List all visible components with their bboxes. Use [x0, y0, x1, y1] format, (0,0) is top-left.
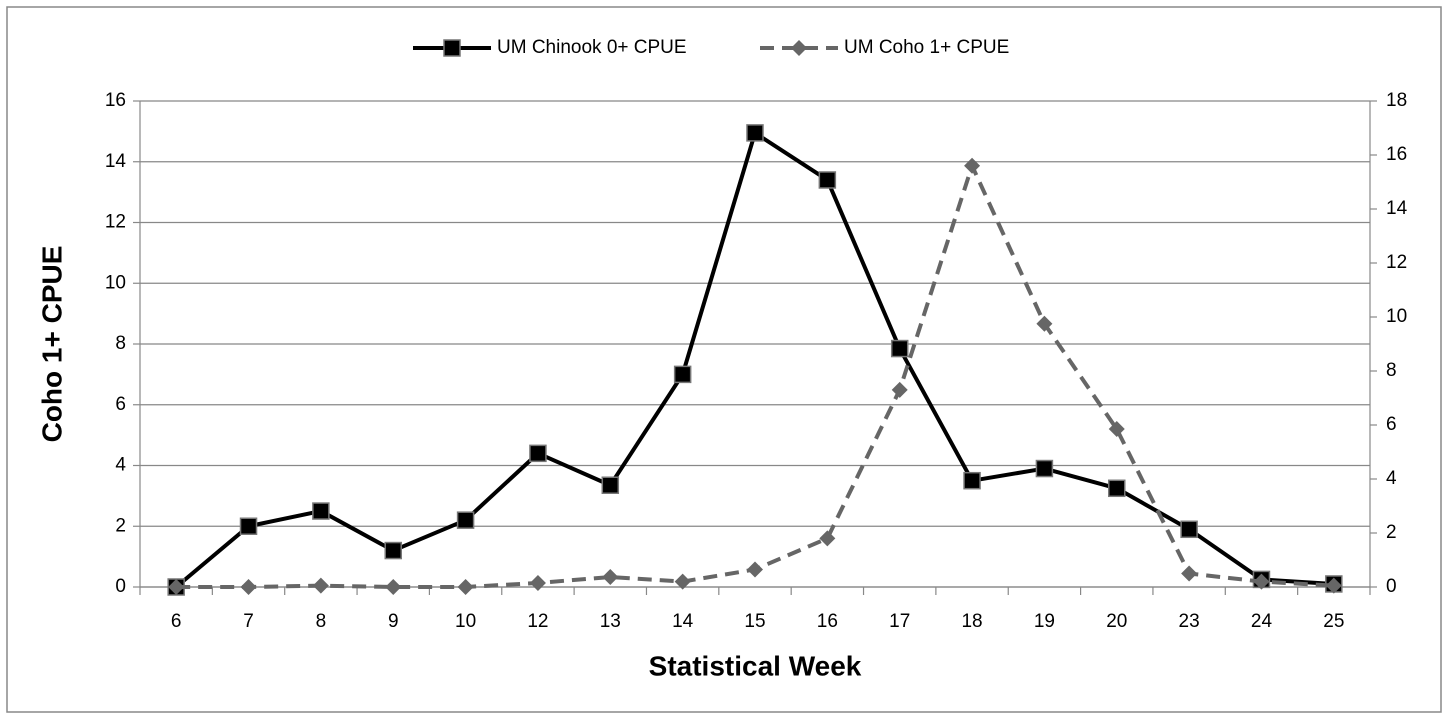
marker [819, 530, 836, 547]
marker [964, 157, 981, 174]
x-tick-label: 15 [744, 611, 765, 632]
x-tick-label: 8 [316, 611, 327, 632]
x-axis-title: Statistical Week [649, 650, 862, 681]
marker [168, 579, 185, 595]
marker [312, 502, 330, 520]
marker [818, 171, 837, 189]
marker [240, 579, 257, 595]
marker [890, 339, 909, 358]
y2-tick-label: 4 [1386, 468, 1397, 489]
marker [312, 577, 329, 594]
marker [1108, 479, 1126, 498]
marker [1325, 577, 1342, 594]
marker [747, 561, 763, 578]
x-tick-label: 14 [672, 611, 694, 632]
marker [1181, 565, 1198, 582]
y2-tick-label: 0 [1386, 576, 1397, 597]
marker [529, 574, 546, 591]
x-tick-label: 20 [1106, 611, 1127, 632]
x-tick-label: 18 [961, 611, 982, 632]
chart-frame [6, 6, 1442, 713]
marker [674, 573, 691, 590]
x-tick-label: 24 [1251, 611, 1273, 632]
marker [963, 471, 981, 490]
y-tick-label: 6 [115, 394, 126, 415]
marker [456, 511, 475, 529]
legend-marker [791, 40, 807, 56]
legend-marker [443, 39, 461, 57]
marker [601, 476, 620, 494]
y-tick-label: 8 [115, 333, 126, 354]
marker [673, 365, 692, 384]
marker [385, 579, 402, 595]
y2-tick-label: 12 [1386, 252, 1407, 273]
x-tick-label: 23 [1179, 611, 1200, 632]
marker [1253, 573, 1270, 590]
y-tick-label: 4 [115, 455, 126, 476]
x-tick-label: 13 [600, 611, 621, 632]
y-tick-label: 10 [105, 272, 126, 293]
y2-tick-label: 16 [1386, 144, 1407, 165]
marker [1180, 520, 1198, 539]
x-tick-label: 6 [171, 611, 182, 632]
y2-tick-label: 10 [1386, 306, 1407, 327]
marker [746, 124, 764, 142]
y-tick-label: 0 [115, 576, 126, 597]
marker [1036, 315, 1053, 332]
y-tick-label: 12 [105, 212, 126, 233]
legend-text: UM Chinook 0+ CPUE [497, 37, 687, 58]
x-tick-label: 25 [1323, 611, 1344, 632]
legend-text: UM Coho 1+ CPUE [844, 37, 1009, 58]
x-tick-label: 19 [1034, 611, 1055, 632]
y-tick-label: 16 [105, 90, 126, 111]
marker [1035, 459, 1054, 478]
marker [1108, 421, 1125, 438]
x-tick-label: 17 [889, 611, 910, 632]
marker [891, 381, 908, 398]
x-tick-label: 10 [455, 611, 476, 632]
y-tick-label: 14 [105, 151, 127, 172]
x-tick-label: 9 [388, 611, 399, 632]
y-axis-title: Coho 1+ CPUE [36, 246, 67, 443]
y2-tick-label: 14 [1386, 198, 1408, 219]
y-tick-label: 2 [115, 515, 126, 536]
marker [384, 541, 402, 560]
marker [529, 444, 547, 463]
y2-tick-label: 8 [1386, 360, 1397, 381]
x-tick-label: 7 [243, 611, 254, 632]
marker [602, 569, 619, 586]
x-tick-label: 12 [527, 611, 548, 632]
y2-tick-label: 2 [1386, 522, 1397, 543]
y2-tick-label: 18 [1386, 90, 1407, 111]
x-tick-label: 16 [817, 611, 838, 632]
marker [457, 579, 474, 595]
marker [239, 517, 258, 535]
y2-tick-label: 6 [1386, 414, 1397, 435]
